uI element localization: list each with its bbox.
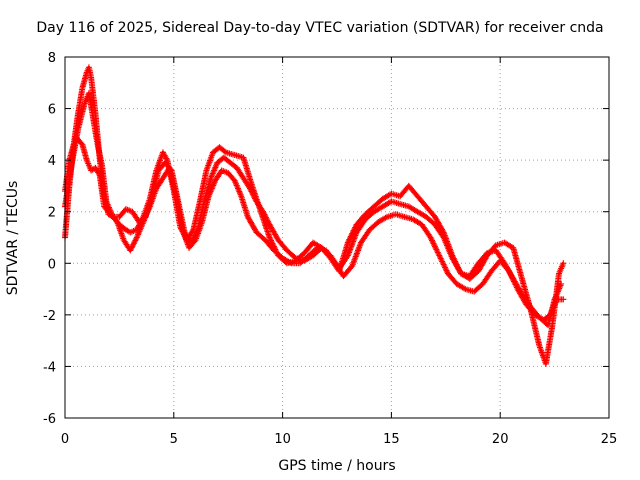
y-tick-label: -6 xyxy=(43,412,56,427)
plot-frame xyxy=(64,56,610,419)
x-axis: 0 5 10 15 20 25 xyxy=(61,57,617,447)
plot-area xyxy=(62,64,567,367)
y-tick-label: 4 xyxy=(48,154,56,169)
series-markers xyxy=(62,90,565,329)
x-tick-label: 5 xyxy=(170,432,178,447)
x-tick-label: 15 xyxy=(383,432,400,447)
y-axis-label: SDTVAR / TECUs xyxy=(5,181,21,296)
grid xyxy=(65,57,609,418)
chart-title: Day 116 of 2025, Sidereal Day-to-day VTE… xyxy=(36,20,603,36)
y-tick-label: -4 xyxy=(43,360,56,375)
x-tick-label: 10 xyxy=(274,432,291,447)
y-tick-label: 0 xyxy=(48,257,56,272)
y-tick-label: 6 xyxy=(48,103,56,118)
series-track-c xyxy=(62,90,565,329)
y-tick-label: 8 xyxy=(48,51,56,66)
x-tick-label: 25 xyxy=(601,432,618,447)
x-axis-label: GPS time / hours xyxy=(278,458,395,474)
x-tick-label: 0 xyxy=(61,432,69,447)
x-tick-label: 20 xyxy=(492,432,509,447)
y-axis: -6 -4 -2 0 2 4 6 8 xyxy=(43,51,609,427)
y-tick-label: 2 xyxy=(48,206,56,221)
y-tick-label: -2 xyxy=(43,309,56,324)
